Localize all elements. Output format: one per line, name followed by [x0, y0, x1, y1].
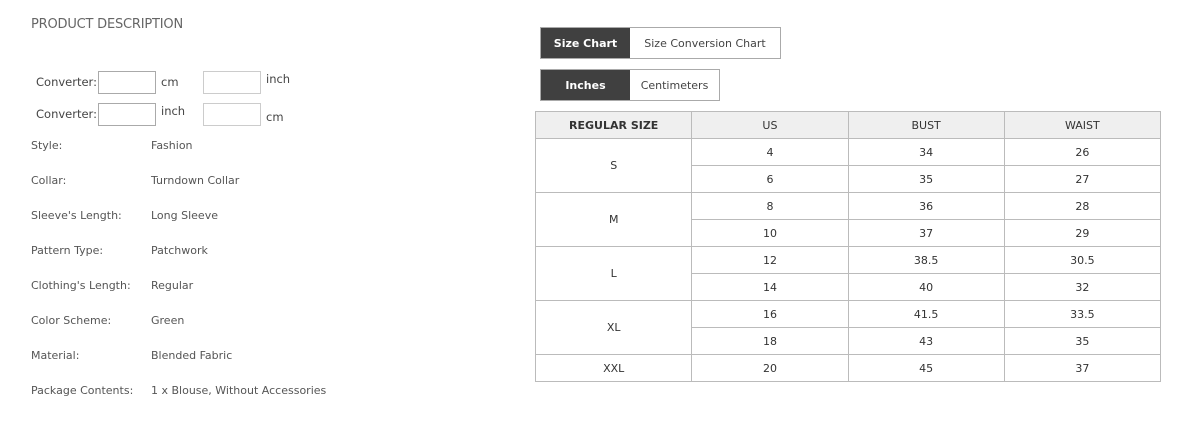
value-cell: 18 [691, 327, 849, 355]
tab-size-chart[interactable]: Size Chart [541, 28, 630, 58]
value-cell: 35 [1003, 327, 1162, 355]
unit-tabs: Inches Centimeters [540, 69, 720, 101]
table-row: 6 35 27 [536, 165, 1162, 193]
value-cell: 26 [1003, 138, 1162, 166]
spec-row: Sleeve's Length: Long Sleeve [31, 209, 218, 222]
spec-row: Collar: Turndown Collar [31, 174, 239, 187]
column-header: BUST [847, 111, 1005, 139]
value-cell: 8 [691, 192, 849, 220]
value-cell: 28 [1003, 192, 1162, 220]
table-row: L 12 38.5 30.5 [534, 246, 1162, 301]
converter-row: Converter: cm inch [36, 69, 290, 95]
spec-value: Turndown Collar [151, 174, 240, 187]
converter-unit-1: inch [161, 104, 186, 118]
spec-label: Material: [31, 349, 80, 362]
tab-centimeters[interactable]: Centimeters [640, 78, 709, 92]
value-cell: 36 [847, 192, 1005, 220]
value-cell: 34 [847, 138, 1005, 166]
spec-row: Style: Fashion [31, 139, 193, 152]
spec-label: Package Contents: [31, 384, 134, 397]
spec-value: 1 x Blouse, Without Accessories [151, 384, 327, 397]
spec-row: Pattern Type: Patchwork [31, 244, 208, 257]
spec-value: Regular [151, 279, 194, 292]
spec-row: Material: Blended Fabric [31, 349, 232, 362]
size-cell: L [534, 246, 693, 301]
value-cell: 37 [1003, 354, 1162, 382]
converter-unit-2: inch [266, 72, 291, 86]
value-cell: 37 [847, 219, 1005, 247]
spec-label: Color Scheme: [31, 314, 112, 327]
spec-value: Long Sleeve [151, 209, 218, 222]
converter-label: Converter: [36, 107, 97, 121]
column-header: WAIST [1003, 111, 1162, 139]
value-cell: 27 [1003, 165, 1162, 193]
converter-input-2[interactable] [203, 70, 261, 94]
value-cell: 43 [847, 327, 1005, 355]
value-cell: 14 [691, 273, 849, 301]
spec-row: Color Scheme: Green [31, 314, 184, 327]
spec-label: Clothing's Length: [31, 279, 131, 292]
value-cell: 35 [847, 165, 1005, 193]
value-cell: 10 [691, 219, 849, 247]
converter-input-2[interactable] [203, 102, 261, 126]
spec-value: Blended Fabric [151, 349, 233, 362]
tab-size-conversion-chart[interactable]: Size Conversion Chart [644, 36, 766, 50]
value-cell: 30.5 [1003, 246, 1162, 274]
value-cell: 40 [847, 273, 1005, 301]
table-row: 18 43 35 [536, 327, 1162, 355]
value-cell: 32 [1003, 273, 1162, 301]
spec-label: Collar: [31, 174, 67, 187]
table-row: S 4 34 26 [534, 138, 1162, 193]
table-row: XL 16 41.5 33.5 [534, 300, 1162, 355]
converter-row: Converter: inch cm [36, 101, 284, 127]
value-cell: 4 [691, 138, 849, 166]
spec-label: Pattern Type: [31, 244, 104, 257]
converter-label: Converter: [36, 75, 97, 89]
value-cell: 29 [1003, 219, 1162, 247]
value-cell: 20 [691, 354, 849, 382]
chart-tabs: Size Chart Size Conversion Chart [540, 27, 781, 59]
spec-label: Sleeve's Length: [31, 209, 122, 222]
size-cell: S [534, 138, 693, 193]
table-row: 14 40 32 [536, 273, 1162, 301]
size-cell: XXL [534, 354, 693, 382]
value-cell: 33.5 [1003, 300, 1162, 328]
converter-input-1[interactable] [98, 102, 156, 126]
value-cell: 41.5 [847, 300, 1005, 328]
value-cell: 38.5 [847, 246, 1005, 274]
converter-unit-2: cm [266, 110, 284, 124]
spec-value: Fashion [151, 139, 193, 152]
spec-row: Package Contents: 1 x Blouse, Without Acc… [31, 384, 326, 397]
tab-inches[interactable]: Inches [541, 70, 630, 100]
spec-row: Clothing's Length: Regular [31, 279, 193, 292]
column-header: REGULAR SIZE [534, 111, 693, 139]
value-cell: 12 [691, 246, 849, 274]
value-cell: 6 [691, 165, 849, 193]
converter-input-1[interactable] [98, 70, 156, 94]
column-header: US [691, 111, 849, 139]
page-title: PRODUCT DESCRIPTION [31, 17, 183, 32]
size-table: REGULAR SIZE US BUST WAIST S 4 34 26 6 35 27 M 8 36 2… [534, 111, 1162, 382]
value-cell: 16 [691, 300, 849, 328]
value-cell: 45 [847, 354, 1005, 382]
spec-value: Green [151, 314, 185, 327]
size-cell: M [534, 192, 693, 247]
spec-value: Patchwork [151, 244, 208, 257]
spec-label: Style: [31, 139, 63, 152]
converter-unit-1: cm [161, 75, 179, 89]
size-cell: XL [534, 300, 693, 355]
table-row: M 8 36 28 [534, 192, 1162, 247]
table-row: XXL 20 45 37 [534, 354, 1162, 382]
